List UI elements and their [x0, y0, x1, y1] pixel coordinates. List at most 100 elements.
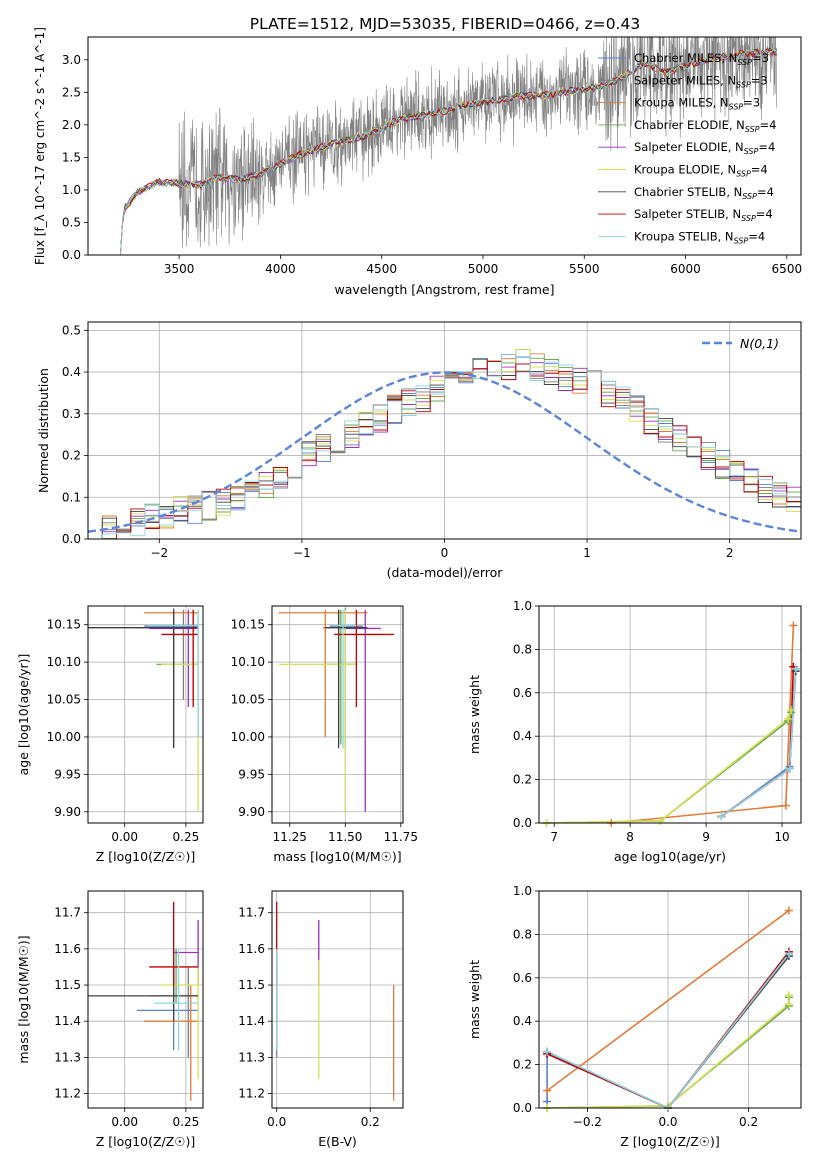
x-tick-label: 10 — [774, 830, 789, 844]
mass-weight-marker — [543, 1086, 552, 1095]
y-tick-label: 10.05 — [47, 693, 81, 707]
y-tick-label: 10.10 — [47, 655, 81, 669]
mass-weight-line — [720, 666, 795, 818]
y-tick-label: 0.0 — [62, 532, 81, 546]
x-tick-label: 2 — [726, 546, 734, 560]
y-tick-label: 10.00 — [47, 730, 81, 744]
plot-area-spectrum — [120, 37, 778, 255]
y-tick-label: 11.7 — [54, 906, 81, 920]
axes-frame — [87, 890, 204, 1109]
y-tick-label: 1.0 — [513, 599, 532, 613]
x-axis-label: (data-model)/error — [387, 565, 504, 580]
y-tick-label: 9.90 — [238, 805, 265, 819]
y-axis-label: mass [log10(M/M☉)] — [16, 935, 31, 1063]
legend-entry: Salpeter STELIB, NSSP=4 — [634, 207, 773, 223]
axes-frame — [87, 36, 802, 256]
y-tick-label: 9.95 — [238, 767, 265, 781]
y-tick-label: 11.6 — [54, 942, 81, 956]
y-axis-label: mass weight — [467, 960, 482, 1039]
x-tick-label: 6500 — [772, 262, 803, 276]
y-tick-label: 0.0 — [513, 816, 532, 830]
mass-weight-line — [546, 909, 790, 1092]
y-tick-label: 3.0 — [62, 53, 81, 67]
gaussian-legend-label: N(0,1) — [740, 336, 779, 351]
mass-weight-marker — [784, 991, 793, 1000]
y-tick-label: 10.15 — [47, 618, 81, 632]
y-tick-label: 11.2 — [238, 1087, 265, 1101]
mass-weight-line — [546, 951, 790, 1108]
mass-weight-line — [546, 712, 792, 823]
legend-entry: Kroupa STELIB, NSSP=4 — [634, 229, 765, 245]
x-tick-label: 0 — [441, 546, 449, 560]
y-tick-label: 0.2 — [513, 1058, 532, 1072]
x-tick-label: 5000 — [468, 262, 499, 276]
y-tick-label: 1.0 — [62, 183, 81, 197]
y-tick-label: 0.0 — [62, 248, 81, 262]
x-axis-label: mass [log10(M/M☉)] — [273, 849, 401, 864]
y-tick-label: 1.0 — [513, 884, 532, 898]
plot-area-mass_vs_z — [88, 901, 199, 1101]
panel-residuals: −2 −1 0 1 2 0.0 0.1 0.2 0.3 0.4 0.5 N(0,1) (data-mod… — [36, 321, 802, 580]
x-axis-label: Z [log10(Z/Z☉)] — [620, 1134, 720, 1149]
y-axis-label: mass weight — [467, 675, 482, 754]
gaussian-curve — [88, 371, 801, 533]
mass-weight-line — [546, 953, 790, 1108]
y-tick-label: 0.2 — [513, 773, 532, 787]
x-tick-label: 5500 — [569, 262, 600, 276]
plot-area-age_vs_z — [88, 608, 199, 812]
y-tick-label: 10.05 — [231, 693, 265, 707]
y-tick-label: 0.5 — [62, 323, 81, 337]
y-tick-label: 2.0 — [62, 118, 81, 132]
mass-weight-marker — [784, 714, 793, 723]
y-tick-label: 0.6 — [513, 686, 532, 700]
legend-entry: Chabrier ELODIE, NSSP=4 — [634, 118, 776, 134]
model-spectrum-line — [120, 47, 777, 255]
y-tick-label: 0.3 — [62, 407, 81, 421]
plot-area-weight_vs_age — [546, 625, 797, 823]
spectrum-legend: Chabrier MILES, NSSP=3 Salpeter MILES, NS… — [598, 51, 776, 245]
panel-weight_vs_age: 7 8 9 10 0.0 0.2 0.4 0.6 0.8 1.0 age log10(age/yr)… — [467, 599, 802, 864]
y-tick-label: 9.95 — [54, 767, 81, 781]
x-tick-label: 11.25 — [273, 830, 307, 844]
y-tick-label: 11.7 — [238, 906, 265, 920]
x-tick-label: 0.00 — [111, 1115, 138, 1129]
axes-frame — [271, 890, 404, 1109]
y-tick-label: 0.1 — [62, 490, 81, 504]
y-tick-label: 11.3 — [54, 1050, 81, 1064]
y-axis-label: Normed distribution — [36, 368, 51, 493]
figure-title: PLATE=1512, MJD=53035, FIBERID=0466, z=0… — [250, 15, 640, 33]
x-tick-label: 11.50 — [328, 830, 362, 844]
mass-weight-marker — [785, 764, 794, 773]
x-axis-label: Z [log10(Z/Z☉)] — [96, 1134, 196, 1149]
legend-entry: Kroupa ELODIE, NSSP=4 — [634, 163, 768, 179]
mass-weight-marker — [791, 664, 800, 673]
legend-entry: Chabrier STELIB, NSSP=4 — [634, 185, 774, 201]
x-tick-label: −2 — [150, 546, 168, 560]
mass-weight-line — [611, 625, 795, 823]
panel-mass_vs_z: 0.00 0.25 11.2 11.3 11.4 11.5 11.6 11.7 Z [log10… — [16, 890, 204, 1149]
y-tick-label: 11.6 — [238, 942, 265, 956]
mass-weight-marker — [789, 621, 798, 630]
axes-frame — [538, 890, 802, 1109]
x-tick-label: 0.0 — [658, 1115, 677, 1129]
x-tick-label: 0.0 — [267, 1115, 286, 1129]
panel-mass_vs_ebv: 0.0 0.2 11.2 11.3 11.4 11.5 11.6 11.7 E(B-V) — [238, 890, 404, 1149]
plot-area-age_vs_mass — [278, 608, 395, 812]
y-tick-label: 1.5 — [62, 150, 81, 164]
y-tick-label: 0.0 — [513, 1101, 532, 1115]
y-tick-label: 0.4 — [513, 1014, 532, 1028]
y-tick-label: 0.2 — [62, 449, 81, 463]
x-tick-label: 4500 — [366, 262, 397, 276]
y-tick-label: 11.2 — [54, 1087, 81, 1101]
y-tick-label: 11.4 — [238, 1014, 265, 1028]
y-tick-label: 9.90 — [54, 805, 81, 819]
y-tick-label: 0.6 — [513, 971, 532, 985]
x-axis-label: Z [log10(Z/Z☉)] — [96, 849, 196, 864]
y-tick-label: 10.15 — [231, 618, 265, 632]
y-tick-label: 11.3 — [238, 1050, 265, 1064]
legend-entry: Chabrier MILES, NSSP=3 — [634, 51, 769, 67]
mass-weight-marker — [784, 999, 793, 1008]
y-tick-label: 11.5 — [238, 978, 265, 992]
legend-entry: Salpeter ELODIE, NSSP=4 — [634, 140, 775, 156]
mass-weight-marker — [543, 1047, 552, 1056]
